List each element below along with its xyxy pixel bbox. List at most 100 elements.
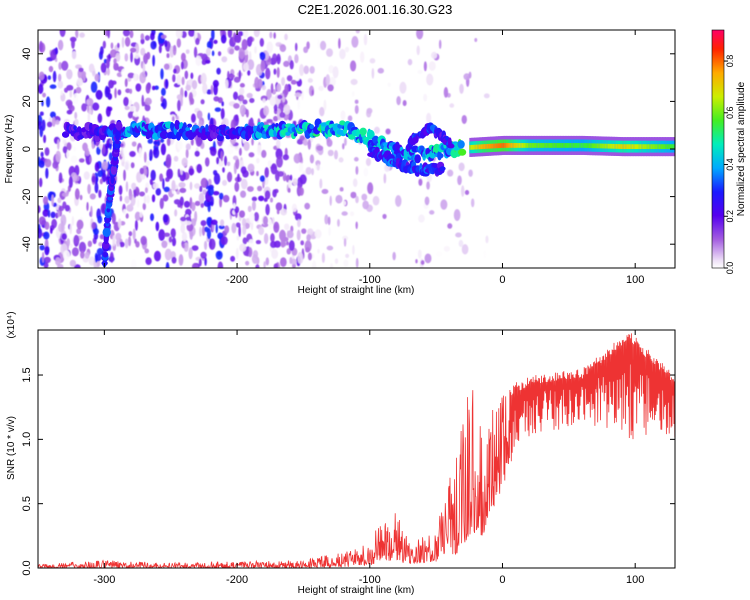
noise-blob [463,73,471,81]
noise-blob [270,240,277,249]
noise-blob [312,260,317,268]
noise-blob [161,98,167,110]
noise-blob [195,135,203,147]
noise-blob [39,244,45,251]
noise-blob [363,33,368,46]
carrier-band [469,135,675,157]
band-center [625,144,628,149]
noise-blob [194,150,200,157]
noise-blob [130,47,137,53]
noise-blob [213,39,218,44]
noise-blob [91,175,96,183]
main-ridge-point [159,130,169,140]
noise-blob [350,60,357,72]
diagonal-track-point [104,218,111,224]
noise-blob [210,196,214,207]
spec-xtick-label: -200 [226,274,248,286]
noise-blob [344,46,350,53]
noise-blob [306,88,309,94]
noise-blob [399,81,407,94]
noise-blob [130,162,135,169]
band-center [593,143,596,149]
noise-blob [299,174,307,185]
noise-blob [438,39,442,50]
noise-blob [115,232,122,241]
noise-blob [97,113,103,124]
noise-blob [124,195,130,204]
noise-blob [84,150,90,156]
colorbar-axis: 0.0 0.2 0.4 0.6 0.8 [724,55,735,274]
noise-blob [190,138,194,146]
noise-blob [165,261,170,268]
noise-blob [163,186,170,193]
noise-blob [45,167,49,179]
noise-blob [217,51,222,57]
noise-blob [73,234,80,247]
noise-blob [62,146,68,154]
noise-blob [290,79,297,85]
spectrogram-ylabel: Frequency (Hz) [4,115,15,184]
band-center [598,143,601,149]
band-center [533,143,536,148]
noise-blob [94,73,100,82]
noise-blob [256,157,260,164]
noise-blob [90,205,93,218]
noise-blob [326,48,333,57]
noise-blob [124,105,130,111]
noise-blob [253,211,260,222]
noise-blob [175,30,183,39]
noise-blob [165,177,170,182]
noise-blob [239,104,246,116]
noise-blob [109,251,114,263]
main-ridge-point [73,125,77,131]
noise-blob [46,121,53,128]
noise-blob [234,45,240,51]
noise-blob [76,228,82,235]
noise-blob [426,112,432,124]
noise-blob [286,241,289,246]
noise-blob [257,78,263,89]
noise-blob [87,183,91,195]
noise-blob [319,40,327,51]
noise-blob [71,38,75,49]
noise-blob [294,213,302,221]
noise-blob [281,77,286,86]
noise-blob [131,182,137,190]
noise-blob [174,209,178,217]
noise-blob [117,218,122,229]
noise-blob [139,191,146,197]
noise-blob [273,221,280,233]
band-center [655,144,659,149]
noise-blob [291,203,298,213]
noise-blob [135,241,140,248]
noise-blob [255,264,260,268]
noise-blob [270,83,274,94]
noise-blob [222,179,228,186]
band-center [521,143,525,148]
noise-blob [262,98,266,104]
noise-blob [239,94,244,102]
secondary-ridge [367,144,446,177]
noise-blob [311,89,314,96]
noise-blob [287,187,291,193]
noise-blob [200,251,207,259]
noise-blob [355,257,359,268]
band-center [501,143,504,148]
noise-blob [263,233,269,245]
noise-blob [344,137,347,147]
noise-blob [175,115,179,121]
noise-blob [195,37,200,46]
noise-blob [128,231,133,237]
noise-blob [68,176,73,188]
noise-blob [266,119,273,124]
noise-blob [212,190,220,196]
noise-blob [354,104,359,114]
noise-blob [185,143,191,151]
colorbar-label: Normalized spectral amplitude [736,81,747,216]
band-center [547,143,550,148]
noise-blob [382,213,387,220]
noise-blob [242,237,248,245]
noise-blob [161,240,168,249]
diagonal-track-point [110,165,118,176]
band-center [574,143,577,148]
